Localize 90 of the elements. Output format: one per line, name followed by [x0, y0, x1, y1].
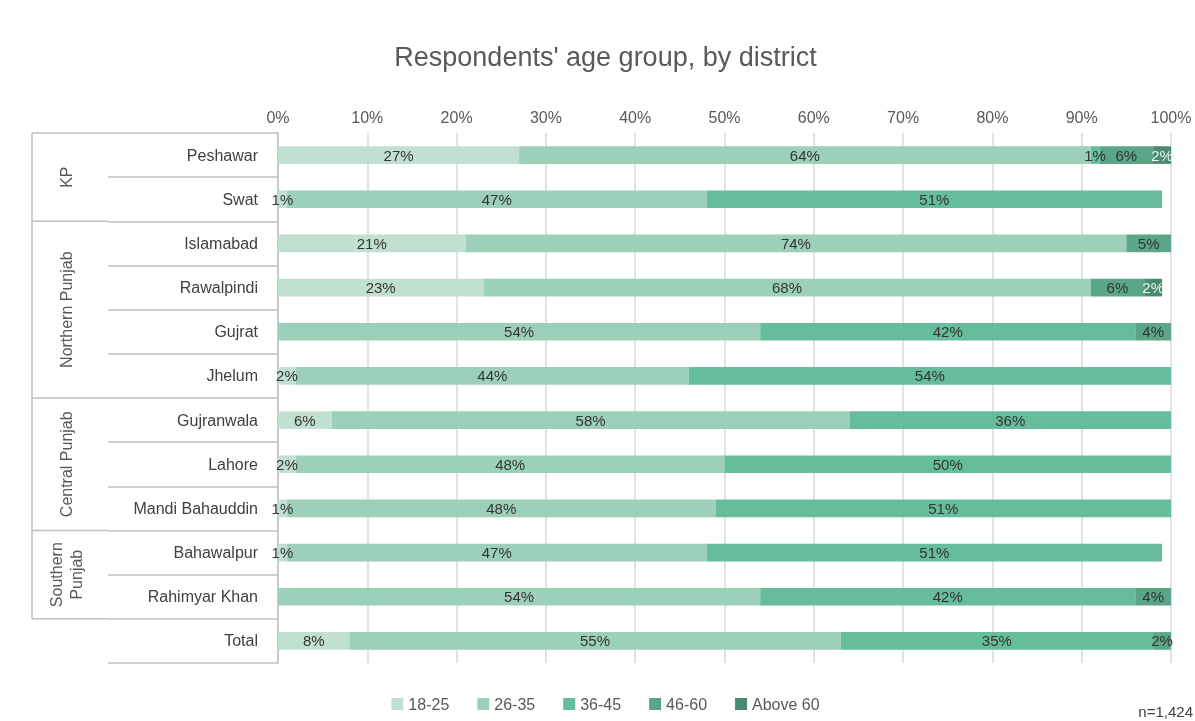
bar — [278, 146, 520, 164]
data-label: 6% — [293, 411, 316, 429]
x-tick-label: 30% — [529, 108, 562, 126]
data-label: 6% — [1106, 279, 1129, 297]
bar — [483, 278, 1091, 297]
y-tick-label: Rahimyar Khan — [147, 588, 258, 606]
data-label: 27% — [383, 146, 414, 164]
x-tick-label: 80% — [976, 108, 1009, 126]
data-label: 50% — [932, 455, 963, 473]
x-tick-label: 60% — [797, 108, 830, 126]
bar — [278, 587, 761, 606]
x-tick-label: 50% — [708, 108, 741, 126]
data-label: 1% — [1084, 146, 1106, 164]
y-tick-label: Lahore — [208, 455, 259, 473]
data-label: 1% — [271, 499, 294, 517]
bar — [760, 322, 1136, 341]
data-label: 48% — [495, 455, 526, 473]
x-tick-label: 40% — [619, 108, 652, 126]
data-label: 54% — [504, 588, 535, 606]
legend-label: 26-35 — [494, 695, 536, 713]
x-tick-label: 100% — [1150, 108, 1192, 126]
data-label: 68% — [771, 279, 803, 297]
y-tick-label: Mandi Bahauddin — [133, 499, 258, 517]
text: Southern Punjab — [47, 542, 85, 608]
y-tick-label: Swat — [222, 190, 259, 208]
data-label: 6% — [1115, 146, 1138, 164]
bar — [349, 632, 841, 650]
data-label: 51% — [919, 190, 950, 208]
data-label: 55% — [580, 632, 611, 650]
bar — [278, 632, 350, 650]
data-label: 54% — [504, 323, 535, 341]
bar — [724, 455, 1171, 474]
text: Central Punjab — [57, 411, 75, 518]
bar — [278, 322, 761, 341]
y-tick-label: Peshawar — [186, 146, 259, 164]
data-label: 5% — [1137, 234, 1160, 252]
data-label: 47% — [481, 544, 512, 562]
data-label: 54% — [914, 367, 945, 385]
data-label: 21% — [356, 234, 387, 252]
legend-label: Above 60 — [752, 695, 820, 713]
data-label: 2% — [276, 455, 298, 473]
bar — [760, 587, 1136, 606]
data-label: 8% — [302, 632, 325, 650]
data-label: 42% — [932, 588, 963, 606]
x-tick-label: 90% — [1065, 108, 1098, 126]
data-label: 58% — [575, 411, 606, 429]
chart-title: Respondents' age group, by district — [394, 41, 818, 72]
data-label: 2% — [276, 367, 298, 385]
data-label: 51% — [928, 499, 959, 517]
x-tick-label: 70% — [887, 108, 920, 126]
x-tick-label: 20% — [440, 108, 473, 126]
bar — [688, 367, 1171, 385]
data-label: 74% — [780, 234, 811, 252]
bar — [715, 499, 1171, 518]
legend-label: 18-25 — [408, 695, 450, 713]
bar — [706, 543, 1163, 562]
bar — [849, 411, 1171, 429]
text: Northern Punjab — [57, 251, 75, 368]
y-tick-label: Total — [224, 632, 258, 650]
data-label: 23% — [365, 279, 396, 297]
y-tick-label: Rawalpindi — [179, 279, 258, 297]
bar — [465, 234, 1127, 253]
x-tick-label: 10% — [351, 108, 384, 126]
legend-label: 36-45 — [580, 695, 622, 713]
data-label: 42% — [932, 323, 963, 341]
y-tick-label: Bahawalpur — [173, 544, 259, 562]
bar — [331, 411, 850, 429]
data-label: 1% — [271, 190, 294, 208]
y-tick-label: Islamabad — [184, 234, 258, 252]
bar — [278, 234, 466, 253]
data-label: 44% — [477, 367, 508, 385]
bar — [706, 190, 1163, 209]
data-label: 36% — [995, 411, 1026, 429]
text: KP — [57, 166, 75, 188]
data-label: 4% — [1142, 588, 1164, 606]
data-label: 35% — [981, 632, 1012, 650]
bar — [840, 632, 1154, 650]
bar — [278, 278, 484, 297]
y-tick-label: Gujrat — [214, 323, 259, 341]
data-label: 48% — [486, 499, 517, 517]
data-label: 4% — [1142, 323, 1164, 341]
data-label: 51% — [919, 544, 950, 562]
data-label: 64% — [789, 146, 820, 164]
x-tick-label: 0% — [266, 108, 290, 126]
data-label: 1% — [271, 544, 294, 562]
y-tick-label: Gujranwala — [177, 411, 259, 429]
text: n=1,424 — [1138, 703, 1193, 720]
data-label: 47% — [481, 190, 512, 208]
y-tick-label: Jhelum — [206, 367, 258, 385]
legend-label: 46-60 — [666, 695, 708, 713]
